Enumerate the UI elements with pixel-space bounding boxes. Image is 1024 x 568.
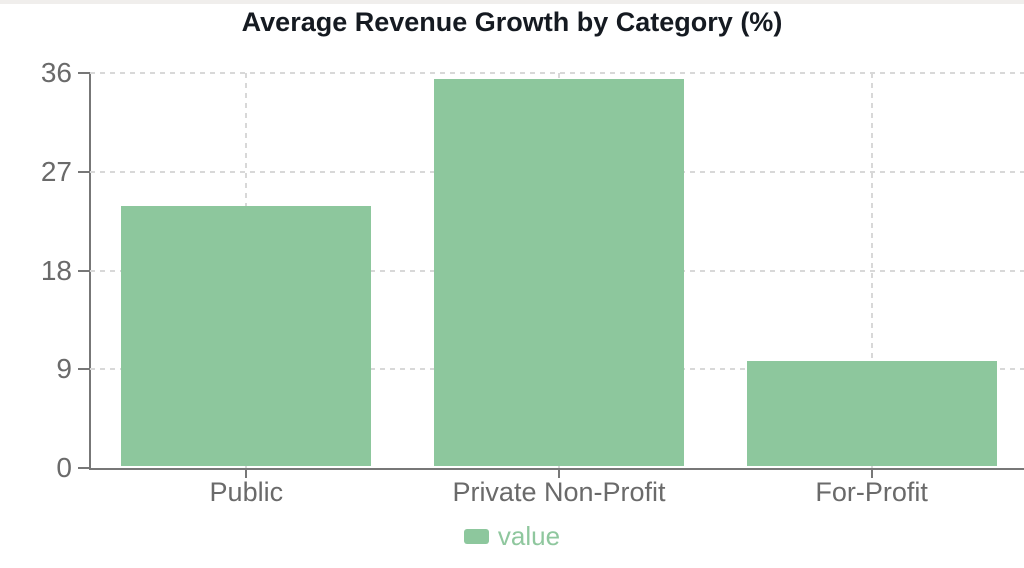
legend-swatch[interactable] xyxy=(463,528,489,544)
bar-public[interactable] xyxy=(121,205,372,466)
chart-title: Average Revenue Growth by Category (%) xyxy=(241,7,783,37)
legend-label[interactable]: value xyxy=(497,521,561,551)
y-tick-mark-27 xyxy=(78,170,90,173)
y-tick-mark-9 xyxy=(78,368,90,371)
y-tick-label-9: 9 xyxy=(56,353,72,385)
x-tick-mark-0 xyxy=(245,468,248,478)
x-category-label-0: Public xyxy=(209,477,284,507)
x-tick-mark-2 xyxy=(870,468,873,478)
x-category-label-2: For-Profit xyxy=(815,477,928,507)
gridline-horizontal-36 xyxy=(90,72,1024,74)
y-tick-mark-18 xyxy=(78,269,90,272)
window-top-edge xyxy=(0,0,1024,4)
x-tick-mark-1 xyxy=(558,468,560,478)
y-tick-label-27: 27 xyxy=(40,155,72,187)
bar-for-profit[interactable] xyxy=(746,360,997,466)
y-tick-label-18: 18 xyxy=(40,254,72,286)
y-tick-label-0: 0 xyxy=(56,452,72,483)
gridline-vertical-2 xyxy=(870,73,873,468)
bar-private-non-profit[interactable] xyxy=(433,78,685,466)
y-axis-line xyxy=(89,73,91,470)
y-tick-mark-0 xyxy=(78,467,90,469)
y-tick-label-36: 36 xyxy=(40,57,72,88)
x-category-label-1: Private Non-Profit xyxy=(452,477,666,507)
x-axis-line xyxy=(89,468,1024,470)
chart-legend[interactable]: value xyxy=(0,521,1024,551)
plot-area: 0 9 18 27 36 Public Private Non-Profit For-Prof… xyxy=(41,57,1024,507)
y-tick-mark-36 xyxy=(78,72,90,74)
